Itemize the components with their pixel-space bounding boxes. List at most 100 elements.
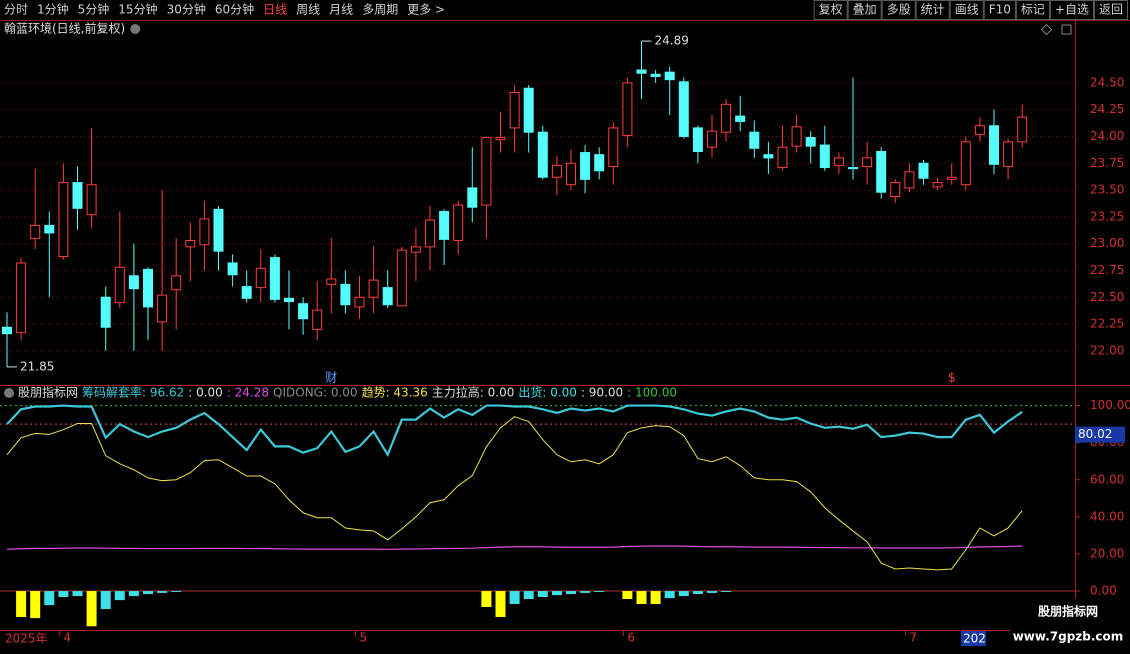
cursor-value-box [1075, 426, 1125, 443]
indicator-bar [622, 591, 633, 600]
indicator-line [6, 404, 1023, 458]
period-tab[interactable]: 1分钟 [37, 2, 69, 17]
legend-icon[interactable] [4, 388, 14, 398]
candle-body [890, 182, 901, 197]
toolbar-button[interactable]: +自选 [1055, 3, 1089, 17]
toolbar-button[interactable]: 统计 [921, 3, 945, 17]
period-tab[interactable]: 日线 [263, 3, 287, 17]
period-tab[interactable]: 分时 [4, 3, 28, 17]
candle-body [2, 326, 12, 335]
period-tab[interactable]: 周线 [296, 3, 320, 17]
candle-body [537, 131, 548, 178]
period-tab[interactable]: 多周期 [362, 3, 398, 17]
candle-body [580, 152, 591, 180]
period-tab[interactable]: 15分钟 [118, 2, 157, 17]
y-tick-label: 60.00 [1090, 472, 1124, 486]
indicator-bar [551, 591, 562, 596]
button-frame[interactable] [949, 0, 984, 20]
y-tick-label: 23.00 [1090, 236, 1124, 250]
candle-body [678, 81, 689, 137]
candle-body [128, 275, 139, 290]
indicator-bar [86, 591, 97, 627]
y-tick-label: 20.00 [1090, 546, 1124, 560]
candle-body [213, 208, 224, 252]
indicator-bar [114, 591, 125, 601]
toolbar-button[interactable]: F10 [989, 3, 1011, 17]
y-tick-label: 100.00 [1090, 398, 1130, 412]
toolbar-button[interactable]: 返回 [1099, 3, 1123, 17]
legend-entry: 股朋指标网 [18, 385, 78, 400]
candle-body [1003, 141, 1014, 167]
legend-entry: 趋势: 43.36 [362, 386, 428, 400]
indicator-bar [650, 591, 661, 605]
candle-body [58, 182, 69, 258]
candle-body [157, 294, 168, 323]
period-tab[interactable]: 更多 > [407, 3, 445, 17]
button-frame[interactable] [1049, 0, 1094, 20]
period-tab[interactable]: 5分钟 [78, 2, 110, 17]
toolbar-button[interactable]: 标记 [1021, 3, 1045, 17]
candle-body [114, 266, 125, 304]
candle-body [523, 87, 534, 133]
button-frame[interactable] [881, 0, 916, 20]
y-tick-label: 22.50 [1090, 290, 1124, 304]
indicator-bar [707, 591, 717, 593]
button-frame[interactable] [847, 0, 882, 20]
button-frame[interactable] [915, 0, 950, 20]
indicator-bar [171, 591, 182, 592]
candle-body [72, 182, 83, 209]
y-tick-label: 22.00 [1090, 343, 1124, 357]
toolbar-button[interactable]: 复权 [819, 3, 843, 17]
watermark-bg [1010, 598, 1130, 650]
indicator-bar [157, 591, 168, 593]
button-frame[interactable] [813, 0, 848, 20]
candle-body [946, 176, 957, 180]
candle-body [312, 309, 323, 330]
period-tab[interactable]: 月线 [329, 3, 353, 17]
candle-body [44, 224, 55, 234]
title-icon[interactable] [130, 24, 141, 34]
candle-body [171, 275, 182, 291]
indicator-bar [566, 591, 576, 595]
y-tick-label: 23.75 [1090, 156, 1124, 170]
indicator-bar [100, 591, 111, 610]
indicator-bar [44, 591, 55, 606]
x-tick-label: 5 [360, 631, 368, 645]
toolbar-button[interactable]: 画线 [955, 3, 979, 17]
extreme-label: 24.89 [655, 34, 689, 48]
x-tick-label: 4 [63, 631, 71, 645]
x-tick-label: 7 [909, 631, 917, 645]
button-frame[interactable] [983, 0, 1016, 20]
panel-icon[interactable] [1040, 23, 1053, 36]
panel-icon[interactable] [1061, 24, 1072, 35]
candle-body [439, 211, 450, 240]
period-tab[interactable]: 60分钟 [215, 2, 254, 17]
toolbar-button[interactable]: 多股 [887, 3, 911, 17]
indicator-bar [636, 591, 647, 605]
indicator-bar [537, 591, 548, 597]
candle-body [382, 287, 393, 306]
period-tab[interactable]: 30分钟 [167, 2, 206, 17]
candle-body [30, 224, 41, 239]
candle-body [650, 73, 661, 77]
indicator-bar [721, 591, 732, 592]
candle-body [707, 130, 717, 148]
toolbar-button[interactable]: 叠加 [853, 3, 877, 17]
button-frame[interactable] [1015, 0, 1050, 20]
button-frame[interactable] [1093, 0, 1128, 20]
y-tick-label: 23.25 [1090, 209, 1124, 223]
watermark-title: 股朋指标网 [1038, 604, 1098, 619]
candle-body [918, 162, 929, 179]
legend-entry: : 100.00 [627, 386, 677, 400]
candle-body [974, 125, 985, 135]
y-tick-label: 22.25 [1090, 317, 1124, 331]
y-tick-label: 24.50 [1090, 75, 1124, 89]
candle-body [904, 171, 915, 189]
candle-body [1017, 116, 1028, 143]
candle-body [227, 262, 238, 276]
candle-body [636, 69, 647, 74]
candle-body [622, 82, 633, 136]
candle-body [721, 103, 732, 133]
